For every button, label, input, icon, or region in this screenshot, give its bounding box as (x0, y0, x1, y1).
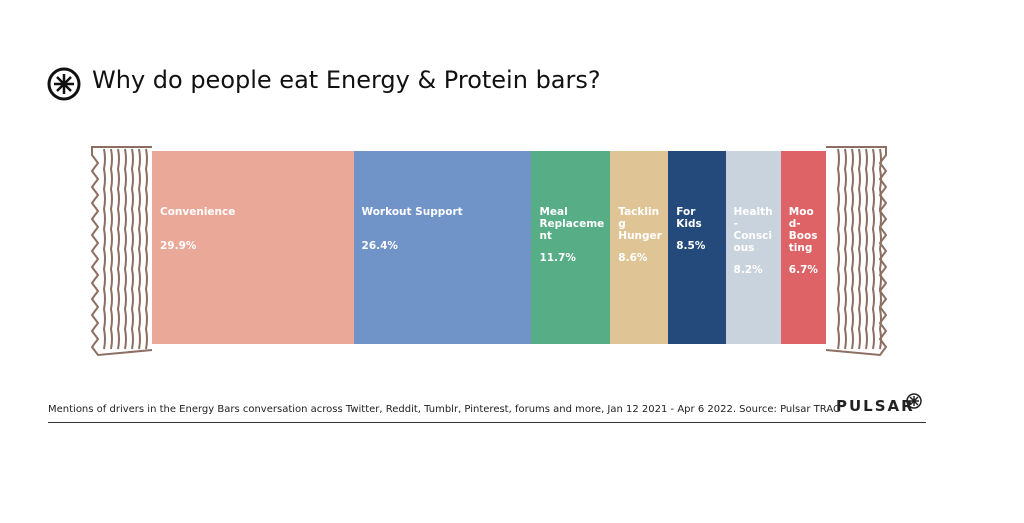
category-label: Meal Replacement (539, 206, 605, 242)
wrapper-line (825, 146, 888, 357)
wrapper-line (137, 148, 141, 350)
wrapper-line (850, 148, 854, 350)
value-label: 11.7% (539, 252, 576, 264)
bar-segment: Health-Conscious 8.2% (725, 151, 781, 344)
wrapper-line (90, 146, 153, 357)
category-label: Tackling Hunger (618, 206, 662, 242)
value-label: 8.2% (733, 264, 763, 276)
brand: PULSAR (836, 397, 915, 415)
bar-stack: Convenience 29.9% Workout Support 26.4% Meal… (152, 151, 826, 344)
bar-segment: Mood-Boosting 6.7% (780, 151, 826, 344)
bar-segment: Convenience 29.9% (152, 151, 354, 344)
footer-rule (48, 422, 926, 423)
wrapper-line (864, 148, 868, 350)
value-label: 29.9% (160, 240, 197, 252)
category-label: Health-Conscious (733, 206, 773, 254)
category-label: Mood-Boosting (788, 206, 818, 254)
category-label: Convenience (160, 206, 236, 218)
bar-segment: Workout Support 26.4% (353, 151, 532, 344)
wrapper-line (116, 148, 120, 350)
wrapper-line (109, 148, 113, 350)
brand-icon (906, 393, 922, 409)
category-label: For Kids (676, 206, 702, 230)
value-label: 8.6% (618, 252, 648, 264)
wrapper-line (130, 148, 134, 350)
title-icon (47, 67, 81, 101)
bar-segment: For Kids 8.5% (668, 151, 726, 344)
wrapper-line (836, 148, 840, 350)
wrapper-ends (90, 146, 888, 357)
value-label: 6.7% (788, 264, 818, 276)
value-label: 26.4% (361, 240, 398, 252)
bar-segment: Tackling Hunger 8.6% (610, 151, 669, 344)
category-label: Workout Support (361, 206, 463, 218)
wrapper-line (871, 148, 875, 350)
bar-segment: Meal Replacement 11.7% (531, 151, 611, 344)
wrapper-line (123, 148, 127, 350)
footnote: Mentions of drivers in the Energy Bars c… (48, 404, 840, 415)
wrapper-line (857, 148, 861, 350)
wrapper-line (102, 148, 106, 350)
wrapper-line (878, 148, 882, 350)
wrapper-line (843, 148, 847, 350)
chart-title: Why do people eat Energy & Protein bars? (92, 66, 601, 94)
value-label: 8.5% (676, 240, 706, 252)
wrapper-line (144, 148, 148, 350)
